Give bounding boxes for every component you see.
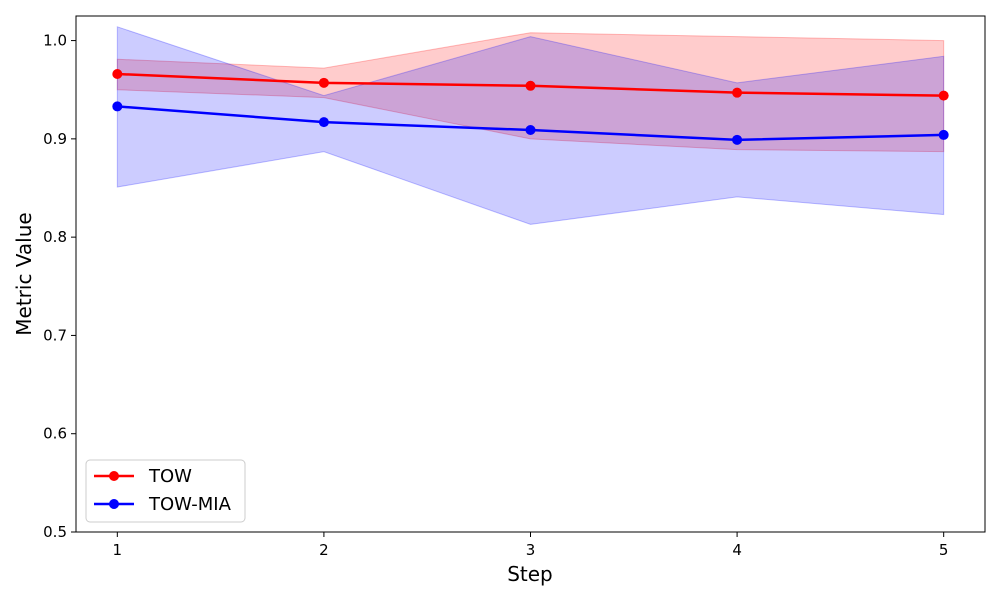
x-tick-label: 4 — [732, 541, 742, 559]
legend: TOW TOW-MIA — [85, 459, 246, 523]
y-tick-label: 0.6 — [43, 425, 67, 443]
x-tick-label: 3 — [526, 541, 536, 559]
x-tick-label: 1 — [113, 541, 123, 559]
x-tick-label: 2 — [319, 541, 329, 559]
x-tick-label: 5 — [939, 541, 949, 559]
tow-point — [112, 68, 123, 79]
y-axis-title: Metric Value — [12, 212, 36, 335]
tow-point — [318, 77, 329, 88]
tow-point — [525, 80, 536, 91]
tow-mia-point — [732, 134, 743, 145]
y-tick-label: 0.7 — [43, 326, 67, 344]
legend-tow-mia-marker — [109, 499, 119, 509]
y-tick-label: 0.8 — [43, 228, 67, 246]
tow-mia-point — [525, 125, 536, 136]
legend-tow-mia-label: TOW-MIA — [148, 494, 232, 515]
y-tick-label: 0.9 — [43, 130, 67, 148]
tow-point — [938, 90, 949, 101]
x-axis-title: Step — [507, 562, 553, 586]
legend-tow-label: TOW — [148, 466, 192, 487]
tow-point — [732, 87, 743, 98]
tow-mia-point — [938, 129, 949, 140]
tow-band — [116, 32, 945, 153]
y-tick-label: 1.0 — [43, 32, 67, 50]
y-tick-label: 0.5 — [43, 523, 67, 541]
y-axis-ticks: 0.5 0.6 0.7 0.8 0.9 1.0 — [43, 32, 76, 541]
series-points — [112, 68, 949, 145]
x-axis-ticks: 1 2 3 4 5 — [113, 532, 949, 559]
legend-tow-marker — [109, 471, 119, 481]
tow-mia-point — [112, 101, 123, 112]
tow-mia-point — [318, 117, 329, 128]
